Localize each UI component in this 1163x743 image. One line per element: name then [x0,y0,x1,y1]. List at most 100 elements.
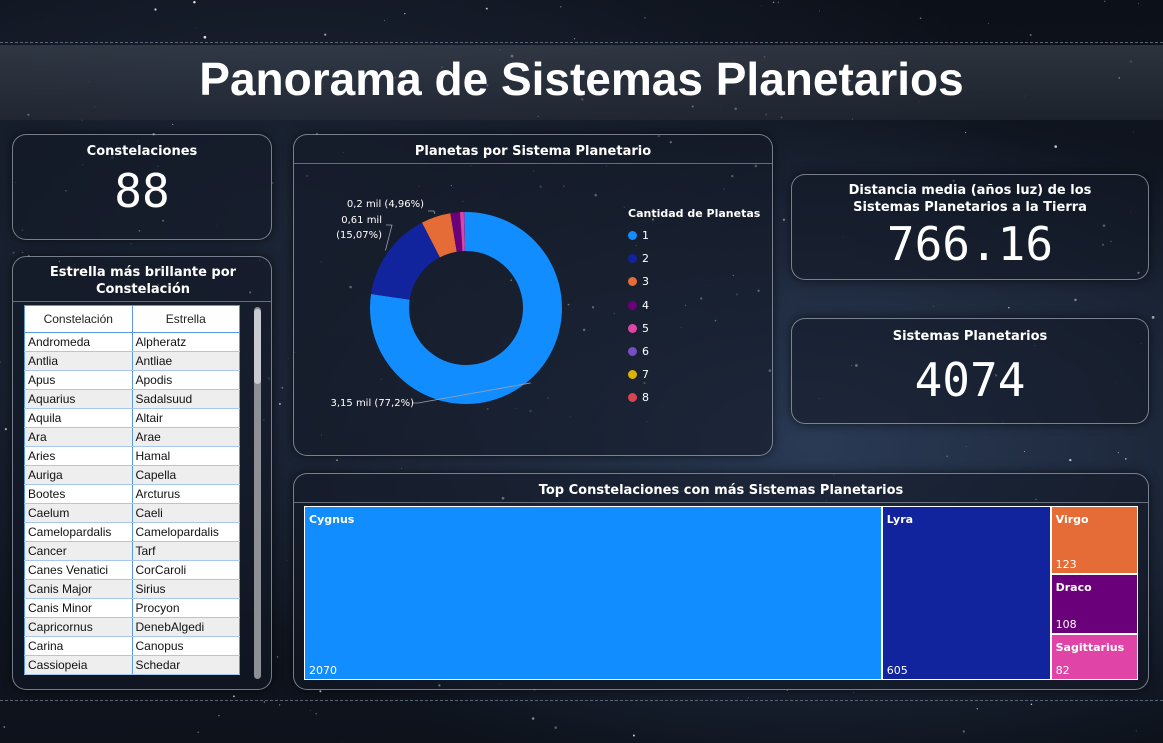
donut-slice-7[interactable] [465,212,466,252]
cell-constellation: Camelopardalis [24,522,133,542]
legend-color-dot [628,254,637,264]
star-dot [760,5,762,7]
cell-star: Arae [131,427,240,447]
donut-slice-3[interactable] [422,213,457,258]
donut-slice-2[interactable] [371,222,440,300]
legend-item[interactable]: 6 [628,340,760,363]
star-dot [1069,458,1072,462]
cell-star: Arcturus [131,484,240,504]
table-row[interactable]: Caelum Caeli [24,503,240,523]
table-row[interactable]: Bootes Arcturus [24,484,240,504]
cell-constellation: Ara [24,427,133,447]
legend-item[interactable]: 7 [628,363,760,386]
legend-color-dot [628,370,637,380]
table-row[interactable]: Canis Major Sirius [24,579,240,599]
donut-slice-4[interactable] [450,212,463,252]
donut-slice-6[interactable] [463,212,466,252]
treemap-tile-sagittarius[interactable]: Sagittarius 82 [1050,634,1138,680]
donut-data-label: 0,2 mil (4,96%) [347,199,424,210]
star-dot [946,455,949,458]
table-row[interactable]: Carina Canopus [24,636,240,656]
planetary-systems-title: Sistemas Planetarios [892,329,1048,344]
table-row[interactable]: Cassiopeia Schedar [24,655,240,675]
star-dot [288,358,289,360]
table-row[interactable]: Antlia Antliae [24,351,240,371]
star-dot [747,697,749,699]
treemap-tile-draco[interactable]: Draco 108 [1050,574,1138,635]
mean-distance-title: Distancia media (años luz) de los Sistem… [848,183,1092,215]
donut-data-label: 3,15 mil (77,2%) [331,398,415,409]
donut-slice-5[interactable] [460,212,465,252]
table-row[interactable]: Andromeda Alpheratz [24,332,240,352]
constellations-title: Constelaciones [86,144,198,159]
column-header-constellation[interactable]: Constelación [24,305,133,333]
table-row[interactable]: Cancer Tarf [24,541,240,561]
table-row[interactable]: Canis Minor Procyon [24,598,240,618]
planets-per-system-card: Planetas por Sistema Planetario 3,15 mil… [293,134,773,456]
table-row[interactable]: Canes Venatici CorCaroli [24,560,240,580]
table-row[interactable]: Aries Hamal [24,446,240,466]
top-constellations-card: Top Constelaciones con más Sistemas Plan… [293,473,1149,690]
star-dot [573,38,576,40]
star-dot [1133,131,1134,133]
cell-constellation: Cancer [24,541,133,561]
table-row[interactable]: Apus Apodis [24,370,240,390]
legend-color-dot [628,231,637,241]
legend-item[interactable]: 8 [628,386,760,409]
cell-constellation: Canes Venatici [24,560,133,580]
table-row[interactable]: Ara Arae [24,427,240,447]
treemap-tile-virgo[interactable]: Virgo 123 [1050,506,1138,575]
star-dot [218,715,220,717]
legend-item[interactable]: 1 [628,224,760,247]
star-dot [172,123,174,125]
star-dot [1008,306,1010,309]
table-row[interactable]: Capricornus DenebAlgedi [24,617,240,637]
page-title: Panorama de Sistemas Planetarios [199,53,964,105]
cell-constellation: Andromeda [24,332,133,352]
cell-constellation: Apus [24,370,133,390]
table-row[interactable]: Aquarius Sadalsuud [24,389,240,409]
star-dot [324,33,327,36]
legend-title: Cantidad de Planetas [628,207,761,220]
star-dot [632,734,635,737]
star-dot [22,252,24,254]
star-dot [400,468,402,469]
cell-star: Schedar [131,655,240,675]
star-dot [531,717,535,720]
star-dot [554,726,558,729]
legend-item[interactable]: 3 [628,270,760,293]
legend-label: 3 [642,275,649,289]
brightest-star-table-wrap: Constelación Estrella Andromeda Alpheratz… [24,305,240,681]
treemap-tile-cygnus[interactable]: Cygnus 2070 [304,506,882,680]
data-label-leader-line [428,210,436,215]
table-scrollbar[interactable] [254,307,261,679]
star-dot [1029,33,1032,37]
star-dot [195,27,197,29]
column-header-star[interactable]: Estrella [131,305,240,333]
constellations-card: Constelaciones 88 [12,134,272,240]
treemap-tile-label: Lyra [886,513,914,526]
legend-item[interactable]: 4 [628,294,760,317]
treemap-tile-label: Draco [1055,581,1092,595]
top-divider [0,42,1163,43]
star-dot [281,386,284,389]
star-dot [193,0,196,4]
cell-star: DenebAlgedi [131,617,240,637]
legend-item[interactable]: 5 [628,317,760,340]
cell-constellation: Caelum [24,503,133,523]
star-dot [263,701,266,703]
legend-label: 4 [642,298,649,312]
treemap-tile-value: 605 [886,664,908,677]
table-row[interactable]: Aquila Altair [24,408,240,428]
table-row[interactable]: Camelopardalis Camelopardalis [24,522,240,542]
table-row[interactable]: Auriga Capella [24,465,240,485]
table-scrollbar-thumb[interactable] [254,309,261,384]
cell-star: CorCaroli [131,560,240,580]
donut-slice-1[interactable] [370,212,562,404]
brightest-star-card: Estrella más brillante por Constelación … [12,256,272,690]
brightest-star-table: Constelación Estrella Andromeda Alpheratz… [24,305,240,675]
legend-item[interactable]: 2 [628,247,760,270]
cell-star: Capella [131,465,240,485]
star-dot [203,35,207,39]
treemap-tile-lyra[interactable]: Lyra 605 [881,506,1051,680]
